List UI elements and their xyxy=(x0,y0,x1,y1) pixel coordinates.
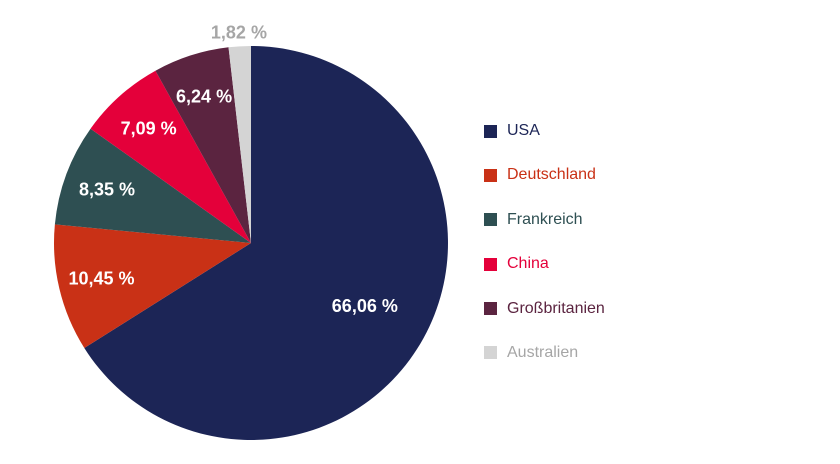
legend-label: Frankreich xyxy=(507,210,583,228)
legend-swatch xyxy=(484,124,497,138)
legend-label: Deutschland xyxy=(507,166,596,184)
pie-slice-großbritanien xyxy=(155,47,251,243)
legend-swatch xyxy=(484,168,497,182)
legend-label: China xyxy=(507,255,549,273)
slice-value-label: 66,06 % xyxy=(332,296,398,316)
pie-slice-deutschland xyxy=(54,224,251,348)
slice-value-label: 6,24 % xyxy=(176,87,232,107)
legend-swatch xyxy=(484,302,497,316)
legend-item: Deutschland xyxy=(484,164,605,186)
legend-label: Australien xyxy=(507,343,579,361)
slice-value-label: 7,09 % xyxy=(121,118,177,138)
pie-slice-china xyxy=(90,70,251,243)
slice-value-label: 8,35 % xyxy=(79,179,135,199)
legend-item: USA xyxy=(484,120,605,142)
legend-item: Großbritanien xyxy=(484,298,605,320)
slice-value-label: 1,82 % xyxy=(211,22,267,42)
legend-label: USA xyxy=(507,122,540,139)
legend-item: China xyxy=(484,253,605,275)
pie-slice-frankreich xyxy=(54,128,251,243)
legend-swatch xyxy=(484,346,497,360)
pie-slice-usa xyxy=(84,46,448,440)
legend-swatch xyxy=(484,257,497,271)
slice-value-label: 10,45 % xyxy=(68,269,134,289)
legend-label: Großbritanien xyxy=(507,299,605,317)
legend-swatch xyxy=(484,213,497,227)
legend-item: Frankreich xyxy=(484,209,605,231)
pie-slice-australien xyxy=(228,46,251,243)
legend: USA Deutschland Frankreich China Großbritani… xyxy=(484,120,605,386)
legend-item: Australien xyxy=(484,342,605,364)
